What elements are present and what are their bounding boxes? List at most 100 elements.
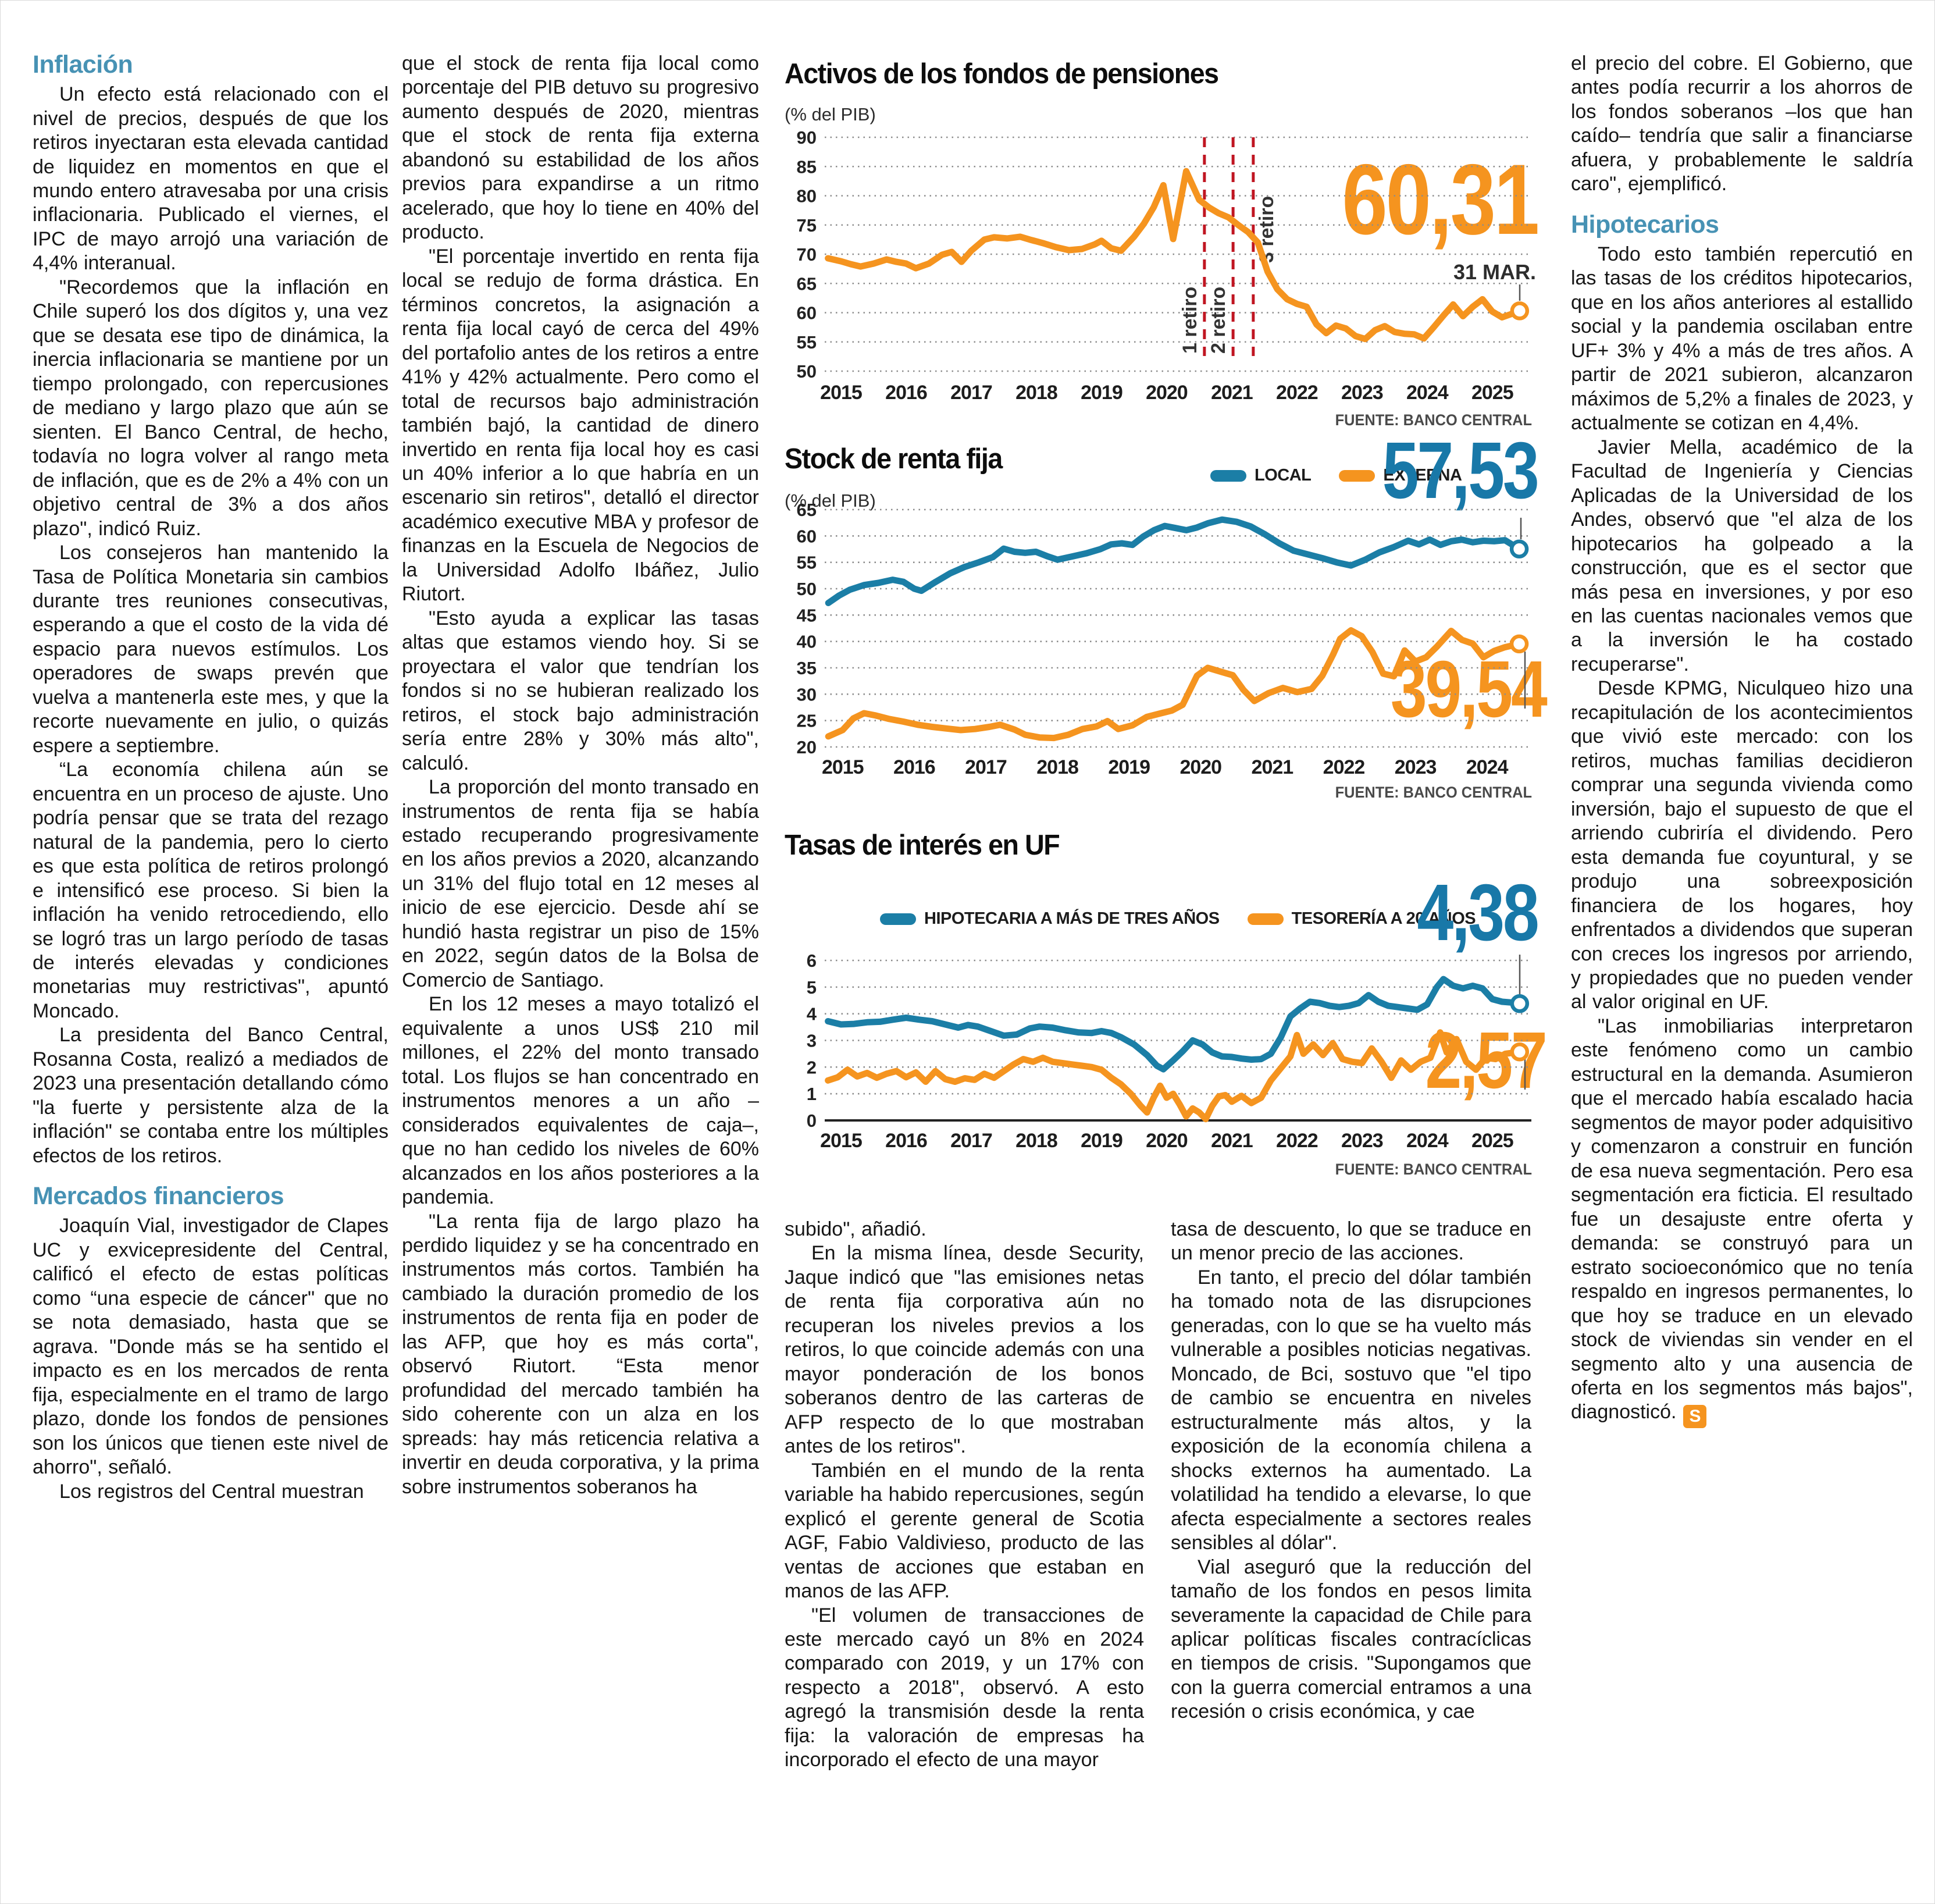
x-axis-tick-label: 2021 — [1252, 756, 1293, 778]
x-axis-tick-label: 2019 — [1081, 1130, 1122, 1152]
body-paragraph: tasa de descuento, lo que se traduce en … — [1171, 1218, 1531, 1265]
chart2-source: FUENTE: BANCO CENTRAL — [1335, 784, 1532, 801]
y-axis-tick-label: 60 — [797, 303, 817, 323]
y-axis-tick-label: 20 — [797, 737, 817, 757]
chart1-pension-fund-assets: 50 55 60 65 70 75 80 85 90 2015 2016 2017 2018 2019 20… — [797, 127, 1531, 404]
x-axis-tick-label: 2017 — [950, 1130, 992, 1152]
x-axis-tick-label: 2022 — [1323, 756, 1365, 778]
body-paragraph: Los registros del Central muestran — [59, 1480, 364, 1503]
body-paragraph: La presidenta del Banco Central, Rosanna… — [33, 1024, 389, 1167]
y-axis-tick-label: 3 — [807, 1031, 817, 1051]
legend-label-local: LOCAL — [1255, 466, 1312, 485]
body-paragraph: Joaquín Vial, investigador de Clapes UC … — [33, 1215, 389, 1479]
x-axis-tick-label: 2023 — [1341, 382, 1383, 404]
body-paragraph: "El porcentaje invertido en renta fija l… — [402, 245, 759, 606]
chart2-fixed-income-stock: 20 25 30 35 40 45 50 55 60 65 2015 2016 2017 2018 2019… — [797, 500, 1531, 778]
legend-label-externa: EXTERNA — [1383, 466, 1462, 485]
x-axis-tick-label: 2015 — [820, 1130, 862, 1152]
x-axis-tick-label: 2016 — [885, 1130, 927, 1152]
body-paragraph: En los 12 meses a mayo totalizó el equiv… — [402, 993, 759, 1209]
body-paragraph: “La economía chilena aún se encuentra en… — [33, 759, 389, 1022]
article-column-5: el precio del cobre. El Gobierno, que an… — [1571, 52, 1913, 1429]
y-axis-tick-label: 55 — [797, 553, 817, 573]
y-axis-tick-label: 35 — [797, 658, 817, 678]
body-paragraph: "La renta fija de largo plazo ha perdido… — [402, 1210, 759, 1498]
y-axis-tick-label: 80 — [797, 186, 817, 207]
body-paragraph: subido", añadió. — [785, 1218, 926, 1240]
series-end-marker — [1509, 539, 1529, 558]
x-axis-tick-label: 2025 — [1471, 382, 1513, 404]
y-axis-tick-label: 90 — [797, 127, 817, 148]
series-end-marker — [1510, 301, 1530, 321]
chart3-source: FUENTE: BANCO CENTRAL — [1335, 1161, 1532, 1178]
x-axis-tick-label: 2018 — [1036, 756, 1078, 778]
article-column-2: que el stock de renta fija local como po… — [402, 52, 759, 1499]
body-paragraph: En la misma línea, desde Security, Jaque… — [785, 1242, 1144, 1458]
legend-swatch-local-icon — [1210, 469, 1246, 482]
chart1-title: Activos de los fondos de pensiones — [785, 58, 1219, 90]
article-column-1: Inflación Un efecto está relacionado con … — [33, 51, 389, 1504]
x-axis-tick-label: 2021 — [1211, 382, 1253, 404]
chart2-title: Stock de renta fija — [785, 443, 1003, 475]
series-line-externa — [825, 627, 1523, 742]
x-axis-tick-label: 2024 — [1406, 1130, 1449, 1152]
body-paragraph: "Esto ayuda a explicar las tasas altas q… — [402, 607, 759, 774]
body-paragraph: Javier Mella, académico de la Facultad d… — [1571, 436, 1913, 675]
x-axis-tick-label: 2020 — [1146, 382, 1188, 404]
x-axis-tick-label: 2022 — [1276, 1130, 1318, 1152]
x-axis-tick-label: 2017 — [965, 756, 1007, 778]
x-axis-tick-label: 2019 — [1081, 382, 1122, 404]
body-paragraph: Vial aseguró que la reducción del tamaño… — [1171, 1556, 1531, 1723]
y-axis-tick-label: 75 — [797, 215, 817, 236]
chart2-subtitle: (% del PIB) — [785, 490, 876, 511]
x-axis-tick-label: 2018 — [1015, 382, 1057, 404]
y-axis-tick-label: 25 — [797, 711, 817, 731]
x-axis-tick-label: 2025 — [1471, 1130, 1513, 1152]
x-axis-tick-label: 2024 — [1406, 382, 1449, 404]
article-column-4: tasa de descuento, lo que se traduce en … — [1171, 1218, 1531, 1724]
x-axis-tick-label: 2022 — [1276, 382, 1318, 404]
legend-label-hipotecaria: HIPOTECARIA A MÁS DE TRES AÑOS — [924, 909, 1220, 928]
event-vline-label: 2 retiro — [1207, 287, 1230, 354]
x-axis-tick-label: 2018 — [1015, 1130, 1057, 1152]
x-axis-tick-label: 2015 — [822, 756, 864, 778]
series-line-hipotecaria-a-m-s-de-tres-a-os — [825, 976, 1523, 1073]
x-axis-tick-label: 2024 — [1466, 756, 1509, 778]
chart3-hipotecaria-latest-value: 4,38 — [1417, 868, 1539, 958]
body-paragraph: que el stock de renta fija local como po… — [402, 52, 759, 244]
legend-item-local: LOCAL — [1210, 466, 1312, 485]
y-axis-tick-label: 2 — [807, 1057, 817, 1077]
x-axis-tick-label: 2023 — [1395, 756, 1437, 778]
y-axis-tick-label: 70 — [797, 244, 817, 265]
body-paragraph: Desde KPMG, Niculqueo hizo una recapitul… — [1571, 677, 1913, 1013]
legend-swatch-hipotecaria-icon — [880, 913, 916, 925]
section-heading: Hipotecarios — [1571, 210, 1719, 239]
series-end-marker — [1509, 634, 1529, 654]
chart1-latest-value: 60,31 — [1342, 144, 1540, 255]
body-paragraph: Un efecto está relacionado con el nivel … — [33, 83, 389, 275]
y-axis-tick-label: 65 — [797, 273, 817, 294]
event-vline-label: 1 retiro — [1179, 287, 1201, 354]
section-heading: Mercados financieros — [33, 1182, 284, 1211]
y-axis-tick-label: 45 — [797, 605, 817, 625]
article-column-3: subido", añadió. En la misma línea, desde… — [785, 1218, 1144, 1773]
chart2-local-latest-value: 57,53 — [1382, 426, 1540, 515]
series-line-activos-de-los-fondos-de-pensiones — [825, 168, 1523, 343]
body-paragraph: "Recordemos que la inflación en Chile su… — [33, 276, 389, 540]
x-axis-tick-label: 2017 — [950, 382, 992, 404]
body-paragraph: Los consejeros han mantenido la Tasa de … — [33, 542, 389, 757]
section-heading: Inflación — [33, 51, 133, 79]
x-axis-tick-label: 2015 — [820, 382, 862, 404]
body-paragraph: "El volumen de transacciones de este mer… — [785, 1604, 1144, 1771]
y-axis-tick-label: 0 — [807, 1111, 817, 1131]
y-axis-tick-label: 1 — [807, 1084, 817, 1104]
chart3-uf-interest-rates: 0 1 2 3 4 5 6 2015 2016 2017 2018 2019 2020 2021 2022 2… — [807, 951, 1531, 1152]
series-end-marker — [1510, 994, 1530, 1013]
y-axis-tick-label: 50 — [797, 579, 817, 599]
legend-item-tesoreria: TESORERÍA A 20 AÑOS — [1247, 909, 1476, 928]
body-paragraph: Todo esto también repercutió en las tasa… — [1571, 243, 1913, 435]
y-axis-tick-label: 65 — [797, 500, 817, 520]
y-axis-tick-label: 60 — [797, 526, 817, 546]
y-axis-tick-label: 85 — [797, 156, 817, 177]
series-end-marker — [1510, 1042, 1530, 1062]
